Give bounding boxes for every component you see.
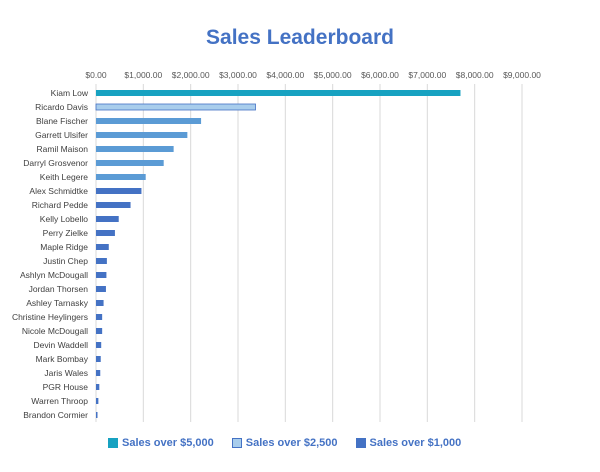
- x-tick-label-6: $6,000.00: [361, 70, 399, 80]
- bar-10[interactable]: [96, 230, 115, 236]
- bars: [95, 90, 461, 418]
- category-label-10: Perry Zielke: [43, 228, 89, 238]
- bar-23[interactable]: [96, 412, 98, 418]
- category-label-12: Justin Chep: [43, 256, 88, 266]
- bar-13[interactable]: [96, 272, 107, 278]
- legend-item-over-5000[interactable]: Sales over $5,000: [108, 437, 214, 449]
- category-label-19: Mark Bombay: [36, 354, 89, 364]
- category-label-20: Jaris Wales: [44, 368, 88, 378]
- x-tick-label-9: $9,000.00: [503, 70, 541, 80]
- bar-7[interactable]: [96, 188, 142, 194]
- x-axis-tick-labels: $0.00 $1,000.00 $2,000.00 $3,000.00 $4,000.0…: [85, 70, 541, 80]
- category-label-4: Ramil Maison: [37, 144, 89, 154]
- bar-20[interactable]: [96, 370, 101, 376]
- category-label-5: Darryl Grosvenor: [23, 158, 88, 168]
- bar-11[interactable]: [96, 244, 109, 250]
- legend-swatch-over-5000: [108, 438, 118, 448]
- category-label-23: Brandon Cormier: [23, 410, 88, 420]
- category-label-14: Jordan Thorsen: [29, 284, 89, 294]
- bar-15[interactable]: [96, 300, 104, 306]
- category-label-13: Ashlyn McDougall: [20, 270, 88, 280]
- bar-17[interactable]: [96, 328, 103, 334]
- bar-5[interactable]: [96, 160, 164, 166]
- x-tick-label-8: $8,000.00: [456, 70, 494, 80]
- gridlines: [95, 84, 523, 422]
- category-label-17: Nicole McDougall: [22, 326, 88, 336]
- legend-swatch-over-1000: [355, 438, 366, 448]
- bar-12[interactable]: [96, 258, 107, 264]
- legend-label-over-2500: Sales over $2,500: [245, 437, 338, 449]
- legend-item-over-1000[interactable]: Sales over $1,000: [355, 437, 462, 449]
- category-label-6: Keith Legere: [40, 172, 88, 182]
- x-tick-label-5: $5,000.00: [314, 70, 352, 80]
- legend-label-over-1000: Sales over $1,000: [369, 437, 462, 449]
- category-label-16: Christine Heylingers: [12, 312, 88, 322]
- bar-2[interactable]: [96, 118, 202, 124]
- bar-22[interactable]: [96, 398, 99, 404]
- bar-19[interactable]: [96, 356, 101, 362]
- category-label-2: Blane Fischer: [36, 116, 88, 126]
- bar-4[interactable]: [96, 146, 174, 152]
- category-labels: Kiam Low Ricardo Davis Blane Fischer Garret…: [12, 88, 89, 420]
- category-label-21: PGR House: [43, 382, 89, 392]
- bar-21[interactable]: [96, 384, 100, 390]
- category-label-18: Devin Waddell: [34, 340, 89, 350]
- category-label-3: Garrett Ulsifer: [35, 130, 88, 140]
- bar-3[interactable]: [96, 132, 188, 138]
- bar-18[interactable]: [96, 342, 102, 348]
- category-label-11: Maple Ridge: [40, 242, 88, 252]
- x-tick-label-3: $3,000.00: [219, 70, 257, 80]
- x-tick-label-4: $4,000.00: [266, 70, 304, 80]
- legend: Sales over $5,000 Sales over $2,500 Sale…: [108, 437, 461, 449]
- x-tick-label-0: $0.00: [85, 70, 107, 80]
- bar-8[interactable]: [96, 202, 131, 208]
- legend-swatch-over-2500: [231, 438, 242, 448]
- chart-title: Sales Leaderboard: [206, 26, 394, 49]
- category-label-22: Warren Throop: [31, 396, 88, 406]
- x-tick-label-7: $7,000.00: [408, 70, 446, 80]
- category-label-7: Alex Schmidtke: [29, 186, 88, 196]
- category-label-15: Ashley Tarnasky: [26, 298, 88, 308]
- bar-1[interactable]: [95, 103, 256, 111]
- bar-16[interactable]: [96, 314, 103, 320]
- bar-14[interactable]: [96, 286, 106, 292]
- category-label-8: Richard Pedde: [32, 200, 89, 210]
- bar-0[interactable]: [96, 90, 461, 96]
- bar-6[interactable]: [96, 174, 146, 180]
- category-label-1: Ricardo Davis: [35, 102, 88, 112]
- category-label-9: Kelly Lobello: [40, 214, 88, 224]
- bar-9[interactable]: [96, 216, 119, 222]
- category-label-0: Kiam Low: [51, 88, 89, 98]
- legend-item-over-2500[interactable]: Sales over $2,500: [231, 437, 338, 449]
- x-tick-label-2: $2,000.00: [172, 70, 210, 80]
- x-tick-label-1: $1,000.00: [124, 70, 162, 80]
- legend-label-over-5000: Sales over $5,000: [122, 437, 214, 449]
